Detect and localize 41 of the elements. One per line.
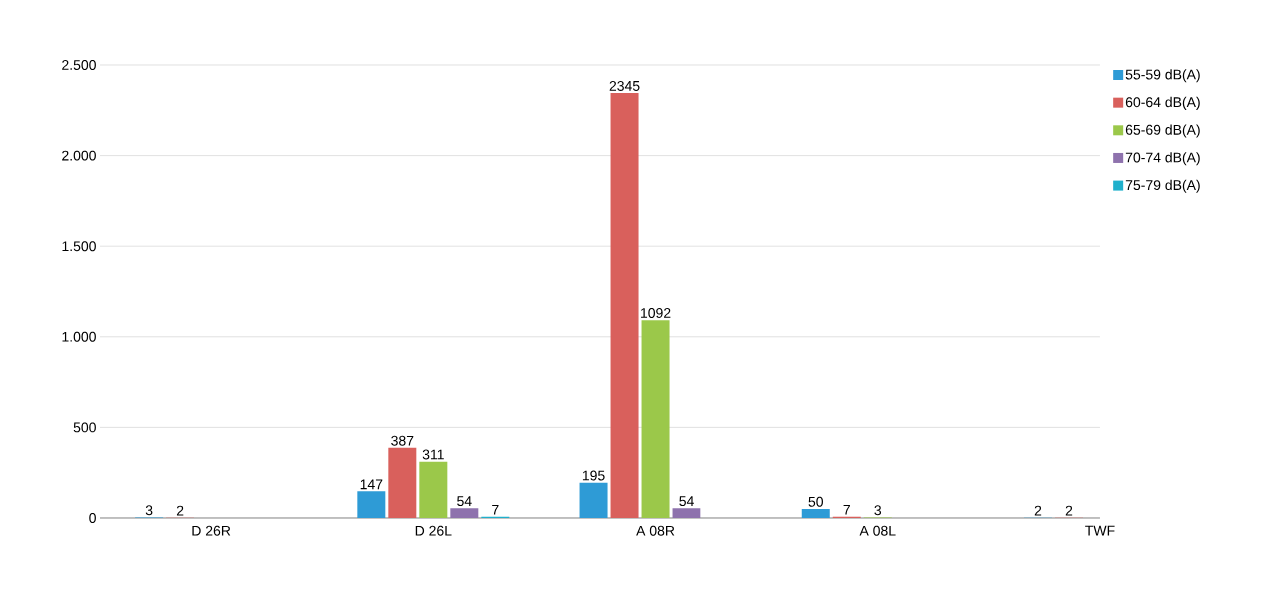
data-label: 1092: [641, 308, 671, 318]
data-label: 2: [176, 505, 184, 516]
data-label: 3: [145, 505, 153, 516]
bar: [450, 508, 479, 518]
data-label: 2345: [609, 80, 640, 91]
bar: [672, 508, 701, 518]
legend-label: 65-69 dB(A): [1125, 124, 1200, 138]
x-tick-label: TWF: [1085, 525, 1115, 536]
data-label: 387: [391, 435, 414, 446]
bar: [641, 320, 670, 518]
x-tick-label: D 26L: [415, 525, 452, 536]
legend-label: 60-64 dB(A): [1125, 96, 1200, 110]
bar: [579, 482, 608, 518]
y-tick-label: 1.500: [62, 241, 96, 252]
x-tick-label: A 08R: [636, 525, 675, 536]
y-tick-label: 0: [89, 513, 96, 523]
y-tick-label: 2.000: [62, 150, 96, 161]
legend-label: 75-79 dB(A): [1125, 179, 1200, 193]
bar: [610, 93, 639, 518]
data-label: 54: [457, 496, 472, 507]
data-label: 50: [808, 496, 823, 507]
data-label: 311: [422, 449, 444, 460]
bar: [357, 491, 386, 518]
data-label: 3: [874, 505, 882, 516]
x-tick-label: A 08L: [859, 525, 896, 536]
legend-label: 55-59 dB(A): [1125, 69, 1200, 83]
legend-label: 70-74 dB(A): [1125, 152, 1200, 166]
y-tick-label: 2.500: [62, 60, 96, 70]
y-tick-label: 500: [73, 422, 96, 433]
data-label: 7: [492, 504, 499, 515]
x-tick-label: D 26R: [192, 525, 231, 536]
data-label: 2: [1065, 505, 1073, 516]
data-label: 54: [679, 496, 694, 507]
data-label: 7: [843, 504, 850, 515]
data-label: 2: [1034, 505, 1042, 516]
bar: [419, 461, 448, 518]
bar: [388, 447, 417, 518]
bar: [801, 508, 830, 518]
y-tick-label: 1.000: [62, 331, 96, 342]
data-label: 147: [360, 479, 383, 490]
data-label: 195: [582, 470, 605, 481]
